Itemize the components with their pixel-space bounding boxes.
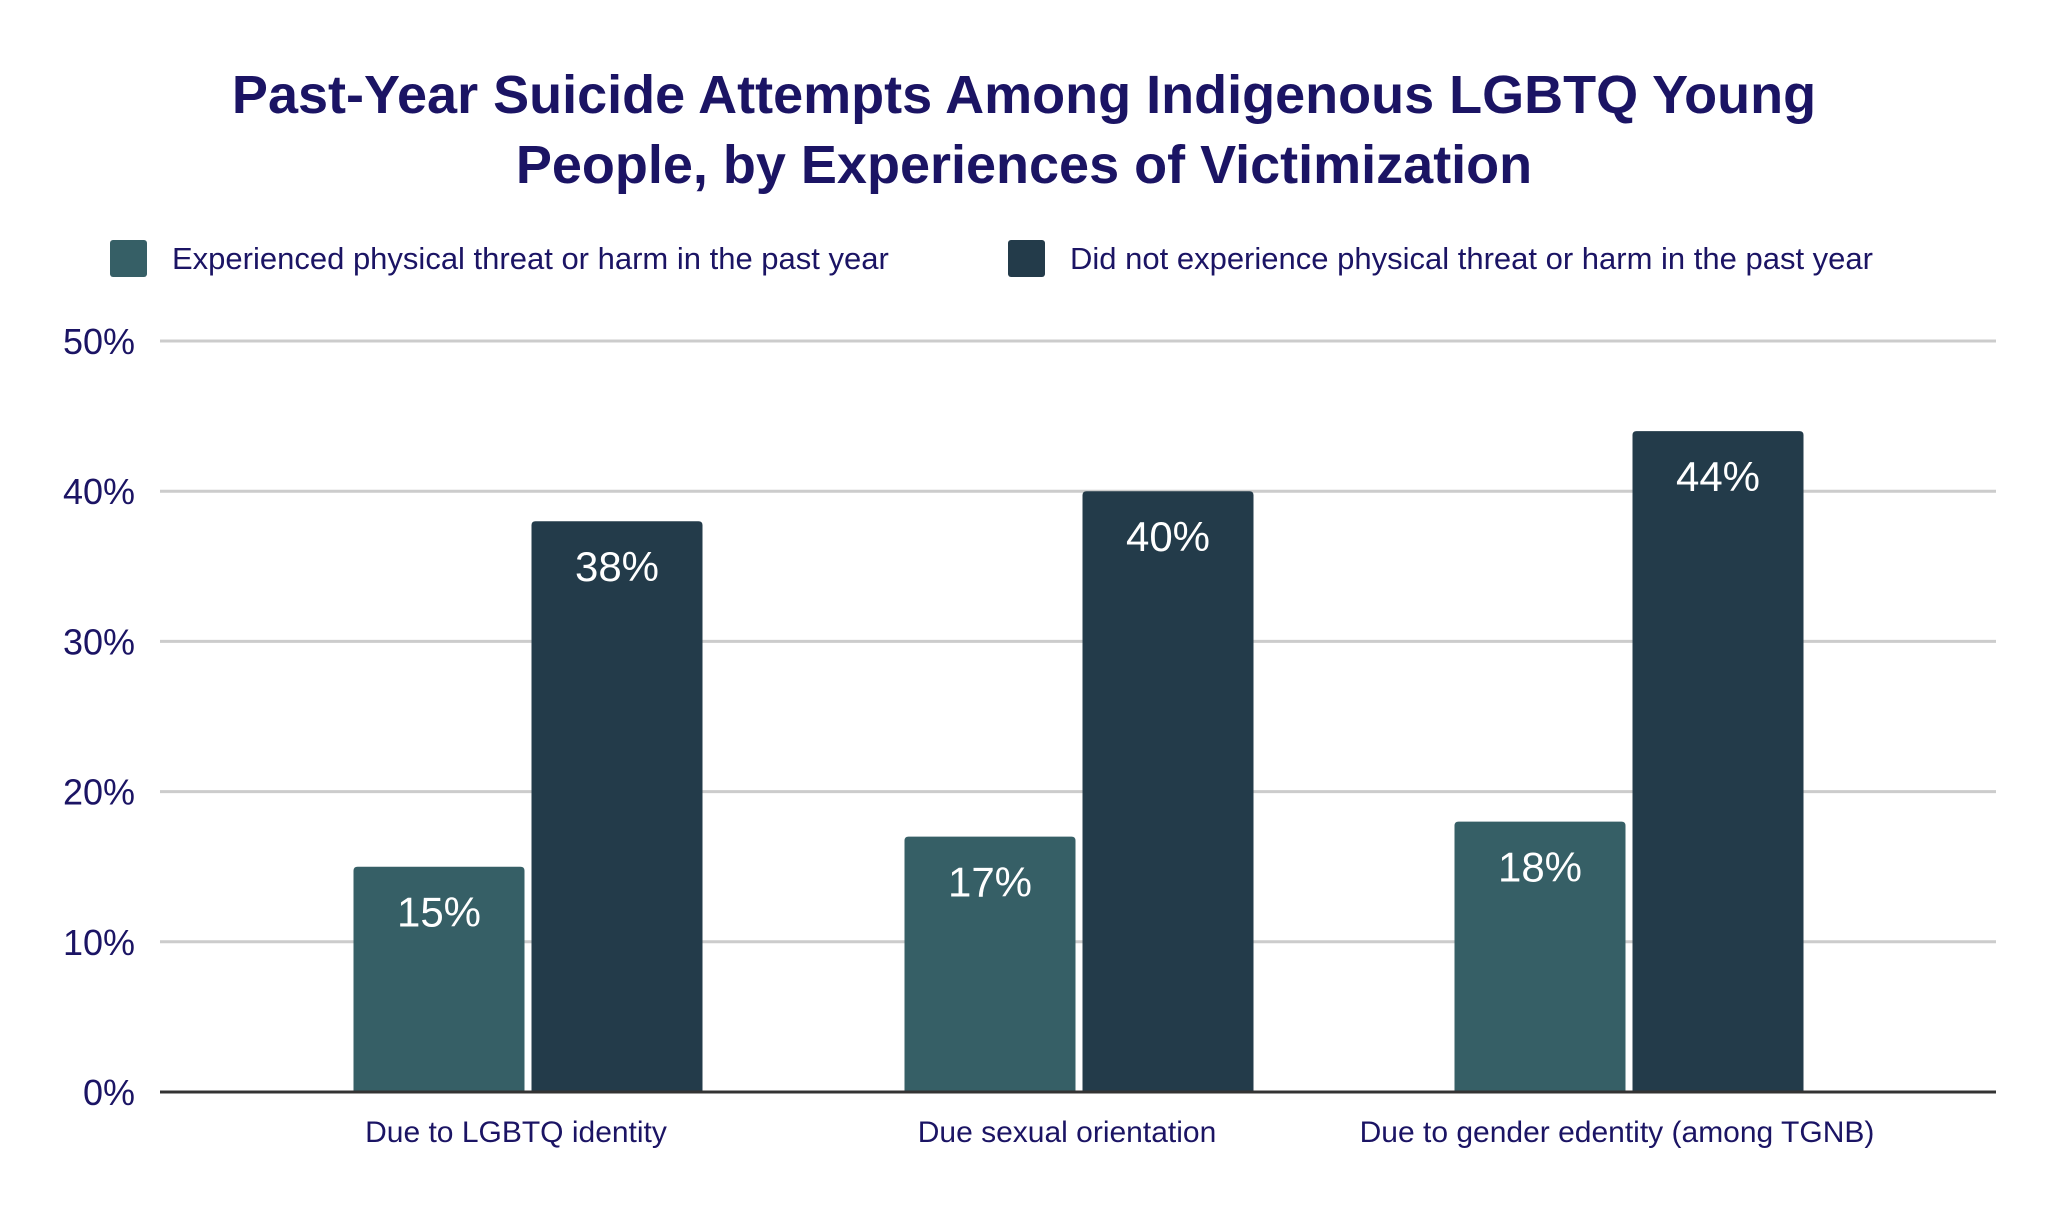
bar (1632, 431, 1804, 1092)
chart-title: Past-Year Suicide Attempts Among Indigen… (0, 60, 2048, 200)
y-tick-label: 40% (63, 471, 135, 512)
x-tick-label: Due sexual orientation (918, 1116, 1217, 1149)
bar (353, 866, 525, 1092)
legend-swatch-not-experienced (1008, 240, 1045, 277)
legend-label-not-experienced: Did not experience physical threat or ha… (1070, 240, 1873, 276)
legend-item-not-experienced: Did not experience physical threat or ha… (1008, 240, 1873, 277)
y-tick-label: 50% (63, 321, 135, 362)
bar (531, 521, 703, 1092)
bar (904, 836, 1076, 1092)
x-tick-label: Due to gender edentity (among TGNB) (1360, 1116, 1875, 1149)
legend-label-experienced: Experienced physical threat or harm in t… (172, 240, 889, 276)
y-tick-label: 10% (63, 922, 135, 963)
data-label: 44% (1676, 453, 1760, 500)
data-label: 38% (575, 543, 659, 590)
legend-item-experienced: Experienced physical threat or harm in t… (110, 240, 889, 277)
y-tick-label: 0% (83, 1072, 135, 1113)
chart-title-line-1: Past-Year Suicide Attempts Among Indigen… (231, 65, 1817, 125)
data-label: 18% (1498, 844, 1582, 891)
y-tick-label: 20% (63, 772, 135, 813)
bar (1454, 821, 1626, 1092)
x-tick-label: Due to LGBTQ identity (365, 1116, 667, 1149)
data-label: 15% (397, 889, 481, 936)
chart-title-line-2: People, by Experiences of Victimization (515, 135, 1533, 195)
y-tick-label: 30% (63, 621, 135, 662)
data-label: 40% (1126, 513, 1210, 560)
legend-swatch-experienced (110, 240, 147, 277)
data-label: 17% (948, 859, 1032, 906)
bar (1082, 491, 1254, 1092)
